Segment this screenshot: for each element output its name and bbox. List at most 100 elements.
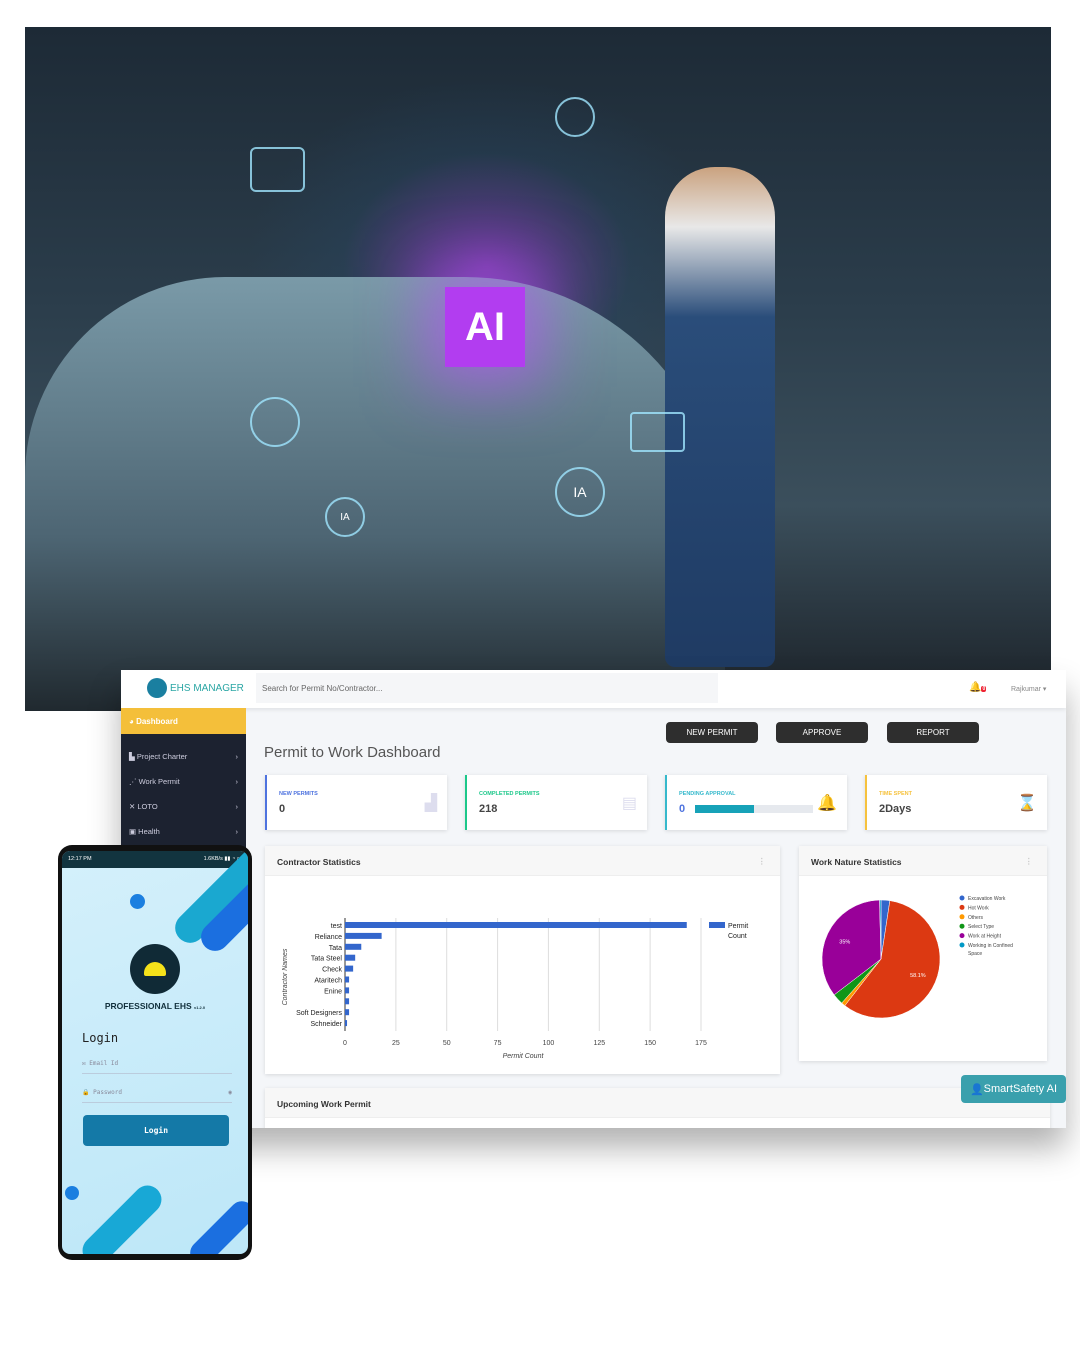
rss-icon: ⋰ xyxy=(129,777,139,786)
status-bar: 12:17 PM 1.6KB/s ▮▮ ◔ ▭ xyxy=(62,851,248,868)
tools-icon: ✕ xyxy=(129,802,138,811)
status-time: 12:17 PM xyxy=(68,856,92,862)
contractor-statistics-panel: Contractor Statistics ⋮ 0 25 50 75 100 125 150 1… xyxy=(265,846,780,1074)
notification-button[interactable]: 🔔0 xyxy=(969,682,987,693)
envelope-icon: ✉ xyxy=(82,1060,90,1067)
briefcase-icon: ▣ xyxy=(129,827,139,836)
bell-icon: 🔔 xyxy=(817,795,837,812)
decorative-shape xyxy=(185,1196,248,1254)
legend-label: Excavation Work xyxy=(968,896,1006,902)
report-button[interactable]: REPORT xyxy=(887,722,979,743)
sidebar-item-dashboard[interactable]: ◕ Dashboard xyxy=(121,708,246,734)
app-logo[interactable]: EHS MANAGER xyxy=(147,678,244,698)
smartsafety-ai-button[interactable]: 👤 SmartSafety AI xyxy=(961,1075,1066,1103)
sidebar-item-label: Project Charter xyxy=(136,752,188,761)
x-tick-label: 25 xyxy=(392,1040,400,1047)
y-tick-label: Schneider xyxy=(310,1021,342,1028)
pie-slice xyxy=(844,900,941,1019)
chevron-right-icon: › xyxy=(235,752,239,761)
legend-label: Others xyxy=(968,915,984,921)
bar xyxy=(345,965,354,972)
target-icon xyxy=(555,97,595,137)
pending-progress-bar xyxy=(695,805,813,813)
gear-ai-icon: IA xyxy=(325,497,365,537)
pie-data-label: 35% xyxy=(839,940,850,946)
logo-icon xyxy=(147,678,167,698)
login-button[interactable]: Login xyxy=(83,1115,229,1146)
y-tick-label: Enine xyxy=(324,988,342,995)
notification-badge: 0 xyxy=(981,686,987,692)
legend-dot xyxy=(959,914,965,920)
user-menu[interactable]: Rajkumar ▾ xyxy=(1011,686,1047,693)
app-name: EHS MANAGER xyxy=(170,682,244,694)
search-input[interactable]: Search for Permit No/Contractor... xyxy=(256,673,718,703)
card-value: 2Days xyxy=(879,803,912,815)
y-tick-label: Ataritech xyxy=(314,978,342,985)
eye-icon[interactable]: ◉ xyxy=(228,1089,232,1096)
phone-screen: 12:17 PM 1.6KB/s ▮▮ ◔ ▭ PROFESSIONAL EHS … xyxy=(62,851,248,1254)
progress-fill xyxy=(695,805,754,813)
legend-label: Working in Confined xyxy=(968,943,1013,949)
password-field[interactable]: 🔒 Password ◉ xyxy=(82,1083,232,1103)
panel-title: Upcoming Work Permit xyxy=(277,1099,371,1109)
hero-photo: AI IA IA xyxy=(25,27,1051,711)
bar xyxy=(345,976,350,983)
sidebar-item-project-charter[interactable]: ▙ Project Charter › xyxy=(121,744,246,769)
sidebar-item-loto[interactable]: ✕ LOTO › xyxy=(121,794,246,819)
work-nature-pie-chart: 58.1% 35% Excavation Work Hot Work Others Sel… xyxy=(821,895,1013,1019)
helmet-icon xyxy=(144,962,166,976)
ai-hologram: AI xyxy=(445,287,525,367)
y-tick-label: Tata Steel xyxy=(311,956,343,963)
contractor-bar-chart: 0 25 50 75 100 125 150 175 test Reliance Tata Tata … xyxy=(282,918,748,1060)
brain-icon xyxy=(630,412,685,452)
industry-icon: ▟ xyxy=(424,795,437,812)
legend-dot xyxy=(959,923,965,929)
email-field[interactable]: ✉ Email Id xyxy=(82,1054,232,1074)
status-network-speed: 1.6KB/s xyxy=(203,856,223,862)
y-tick-label: Reliance xyxy=(315,934,342,941)
bar xyxy=(345,922,687,928)
x-tick-label: 125 xyxy=(593,1040,605,1047)
y-tick-label: Check xyxy=(322,967,342,974)
sidebar-item-health[interactable]: ▣ Health › xyxy=(121,819,246,844)
pie-slice xyxy=(879,899,882,960)
x-tick-label: 50 xyxy=(443,1040,451,1047)
card-value: 0 xyxy=(679,803,686,815)
card-label: TIME SPENT xyxy=(879,791,913,797)
work-nature-panel: Work Nature Statistics ⋮ 58.1% 35% Excavati… xyxy=(799,846,1047,1061)
card-label: COMPLETED PERMITS xyxy=(479,791,540,797)
sidebar-item-work-permit[interactable]: ⋰ Work Permit › xyxy=(121,769,246,794)
bar xyxy=(345,932,382,939)
chevron-right-icon: › xyxy=(235,802,239,811)
chevron-right-icon: › xyxy=(235,777,239,786)
dashboard-window: EHS MANAGER Search for Permit No/Contrac… xyxy=(121,670,1066,1128)
stat-card-completed-permits[interactable]: COMPLETED PERMITS 218 ▤ xyxy=(465,775,647,830)
legend-label: Hot Work xyxy=(968,905,989,911)
stat-card-pending-approval[interactable]: PENDING APPROVAL 0 🔔 xyxy=(665,775,847,830)
approve-button[interactable]: APPROVE xyxy=(776,722,868,743)
box-icon: ▤ xyxy=(621,795,637,812)
app-title: PROFESSIONAL EHS xyxy=(104,1001,192,1011)
page-title: Permit to Work Dashboard xyxy=(264,744,441,761)
decorative-shape xyxy=(65,1186,79,1200)
more-options-icon[interactable]: ⋮ xyxy=(757,856,767,866)
stat-card-new-permits[interactable]: NEW PERMITS 0 ▟ xyxy=(265,775,447,830)
sidebar-item-label: Health xyxy=(138,827,160,836)
stat-card-time-spent[interactable]: TIME SPENT 2Days ⌛ xyxy=(865,775,1047,830)
bar xyxy=(345,1009,350,1016)
new-permit-button[interactable]: NEW PERMIT xyxy=(666,722,758,743)
legend-label: Space xyxy=(968,951,982,957)
x-axis-title: Permit Count xyxy=(503,1053,545,1060)
more-options-icon[interactable]: ⋮ xyxy=(1024,856,1034,866)
y-tick-label: Tata xyxy=(329,945,342,952)
panel-title: Work Nature Statistics xyxy=(811,857,902,867)
button-label: SmartSafety AI xyxy=(983,1083,1058,1095)
top-bar: EHS MANAGER Search for Permit No/Contrac… xyxy=(121,670,1066,708)
gauge-icon xyxy=(250,397,300,447)
email-placeholder: Email Id xyxy=(89,1060,119,1067)
legend-swatch xyxy=(709,922,725,928)
card-label: NEW PERMITS xyxy=(279,791,318,797)
lock-icon xyxy=(250,147,305,192)
card-label: PENDING APPROVAL xyxy=(679,791,736,797)
pie-data-label: 58.1% xyxy=(910,973,926,979)
